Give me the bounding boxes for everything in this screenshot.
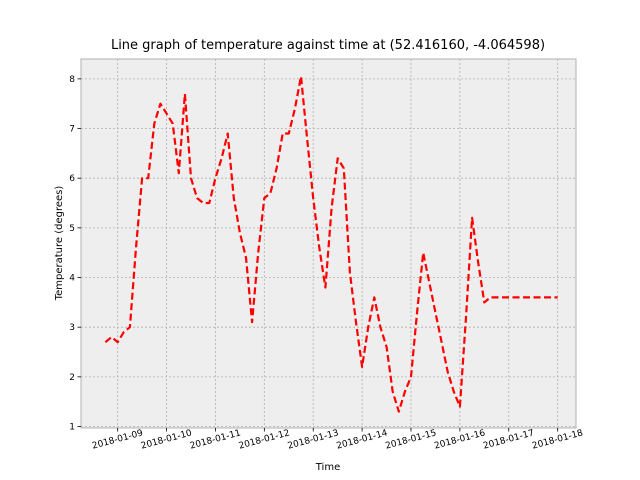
y-tick-label: 3 bbox=[69, 323, 75, 333]
y-tick-label: 8 bbox=[69, 75, 75, 85]
y-tick-label: 6 bbox=[69, 174, 75, 184]
y-tick-label: 5 bbox=[69, 224, 75, 234]
plot-frame bbox=[80, 58, 577, 429]
y-tick-label: 2 bbox=[69, 373, 75, 383]
y-axis: 1 2 3 4 5 6 7 8 bbox=[69, 75, 81, 433]
y-tick-label: 1 bbox=[69, 423, 75, 433]
chart-title: Line graph of temperature against time a… bbox=[111, 38, 545, 53]
y-tick-label: 7 bbox=[69, 125, 75, 135]
y-tick-label: 4 bbox=[69, 274, 75, 284]
grid bbox=[81, 59, 576, 428]
x-axis-label: Time bbox=[315, 462, 340, 473]
y-axis-label: Temperature (degrees) bbox=[54, 186, 65, 302]
